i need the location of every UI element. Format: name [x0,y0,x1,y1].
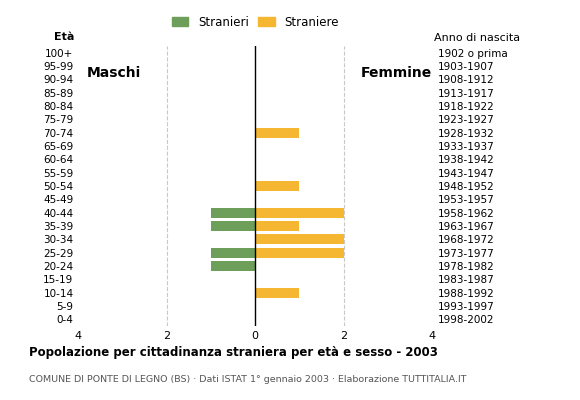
Bar [211,248,255,258]
Legend: Stranieri, Straniere: Stranieri, Straniere [172,16,339,28]
Text: Età: Età [55,32,75,42]
Bar [255,221,299,231]
Bar [255,248,343,258]
Text: Femmine: Femmine [361,66,432,80]
Bar [211,221,255,231]
Bar [255,181,299,191]
Bar [255,208,343,218]
Text: Anno di nascita: Anno di nascita [434,33,520,43]
Text: Maschi: Maschi [86,66,141,80]
Text: COMUNE DI PONTE DI LEGNO (BS) · Dati ISTAT 1° gennaio 2003 · Elaborazione TUTTIT: COMUNE DI PONTE DI LEGNO (BS) · Dati IST… [29,375,466,384]
Bar [211,261,255,271]
Bar [255,288,299,298]
Bar [255,234,343,244]
Text: Popolazione per cittadinanza straniera per età e sesso - 2003: Popolazione per cittadinanza straniera p… [29,346,438,359]
Bar [211,208,255,218]
Bar [255,128,299,138]
